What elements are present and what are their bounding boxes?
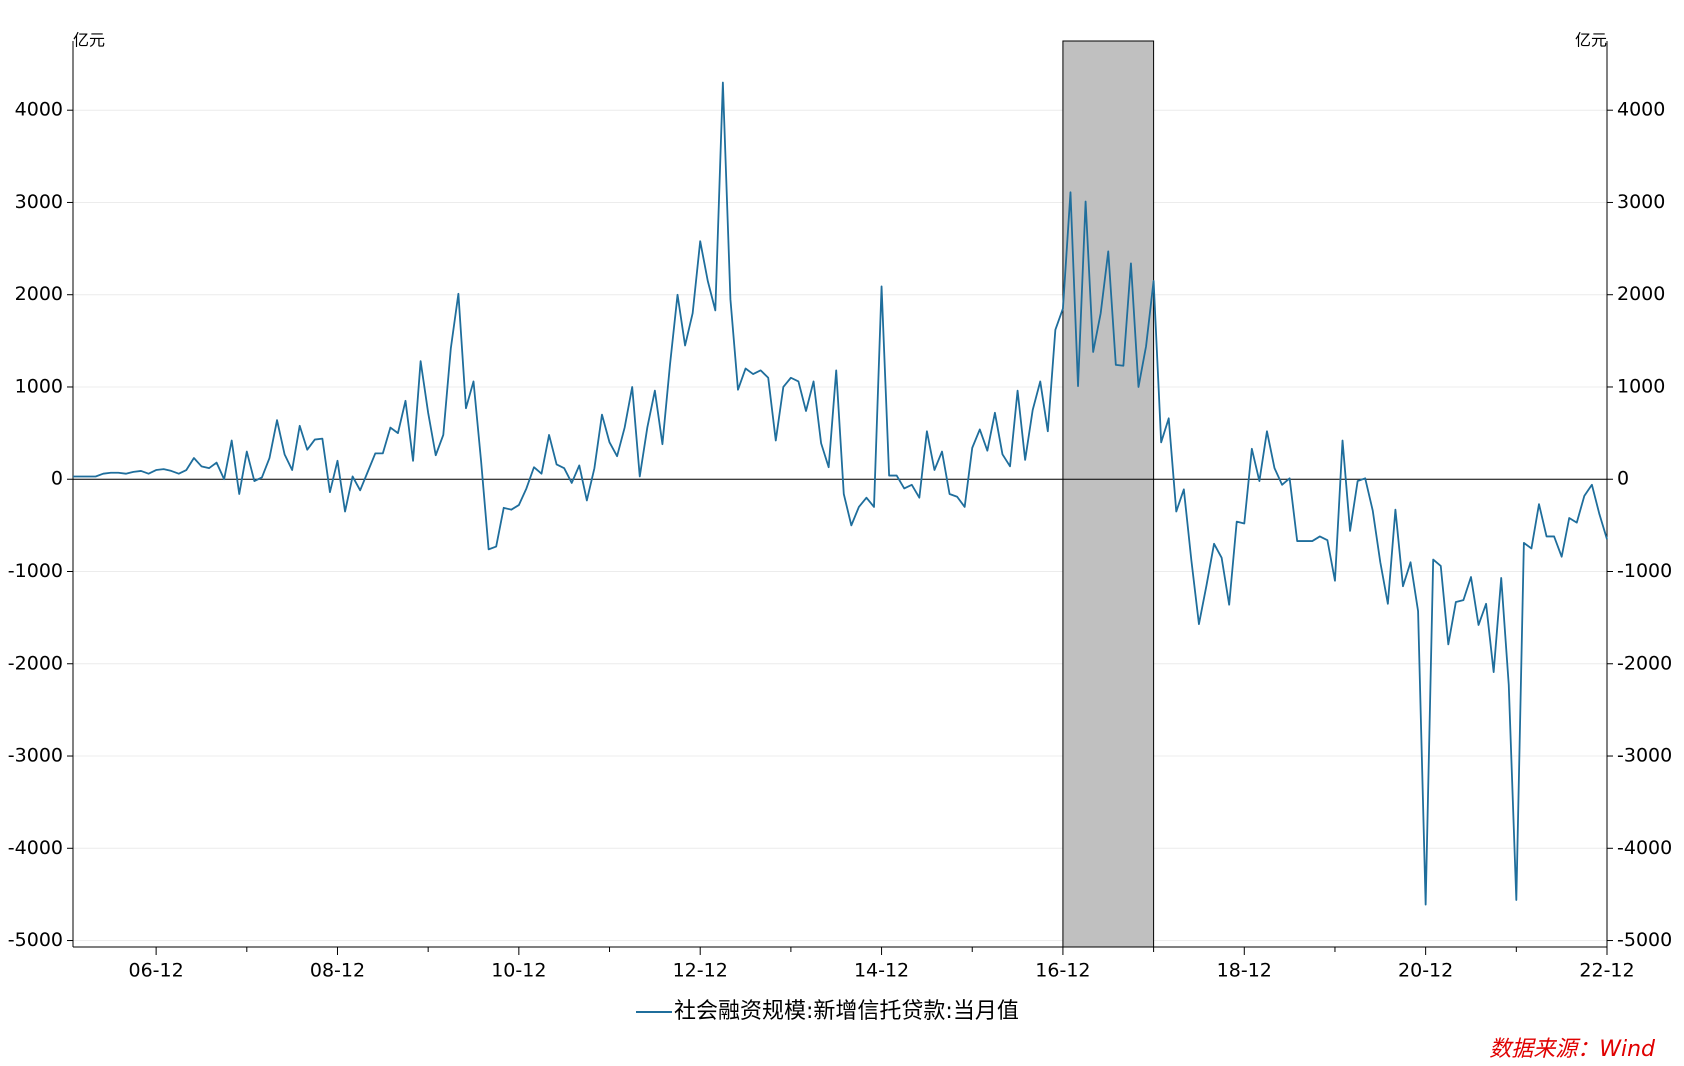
x-tick-label: 06-12 bbox=[129, 960, 184, 982]
y2-tick-label: -4000 bbox=[1617, 837, 1672, 859]
x-tick-label: 14-12 bbox=[854, 960, 909, 982]
y-tick-label: -2000 bbox=[8, 652, 63, 674]
x-tick-label: 20-12 bbox=[1398, 960, 1453, 982]
y2-tick-label: 4000 bbox=[1617, 99, 1665, 121]
y2-tick-label: 1000 bbox=[1617, 375, 1665, 397]
data-line bbox=[73, 81, 1608, 906]
x-tick-label: 18-12 bbox=[1217, 960, 1272, 982]
y-tick-label: 3000 bbox=[15, 191, 63, 213]
x-tick-label: 12-12 bbox=[673, 960, 728, 982]
y2-unit: 亿元 bbox=[1575, 31, 1607, 50]
y-unit: 亿元 bbox=[73, 31, 105, 50]
x-tick-label: 10-12 bbox=[491, 960, 546, 982]
y2-tick-label: -1000 bbox=[1617, 560, 1672, 582]
y2-tick-label: 3000 bbox=[1617, 191, 1665, 213]
x-tick-label: 16-12 bbox=[1035, 960, 1090, 982]
source-note: 数据来源：Wind bbox=[1489, 1037, 1656, 1062]
y-tick-label: -3000 bbox=[8, 745, 63, 767]
y-tick-label: -4000 bbox=[8, 837, 63, 859]
x-tick-label: 08-12 bbox=[310, 960, 365, 982]
y-tick-label: 2000 bbox=[15, 283, 63, 305]
y-tick-label: 1000 bbox=[15, 375, 63, 397]
x-tick-label: 22-12 bbox=[1579, 960, 1634, 982]
y2-tick-label: -3000 bbox=[1617, 745, 1672, 767]
y-tick-label: 4000 bbox=[15, 99, 63, 121]
highlight-band bbox=[1062, 40, 1155, 948]
y2-tick-label: -5000 bbox=[1617, 929, 1672, 951]
y-tick-label: -1000 bbox=[8, 560, 63, 582]
y-tick-label: -5000 bbox=[8, 929, 63, 951]
y2-tick-label: -2000 bbox=[1617, 652, 1672, 674]
y2-tick-label: 0 bbox=[1617, 468, 1629, 490]
legend-label: 社会融资规模:新增信托贷款:当月值 bbox=[674, 999, 1019, 1024]
y2-tick-label: 2000 bbox=[1617, 283, 1665, 305]
y-tick-label: 0 bbox=[51, 468, 63, 490]
